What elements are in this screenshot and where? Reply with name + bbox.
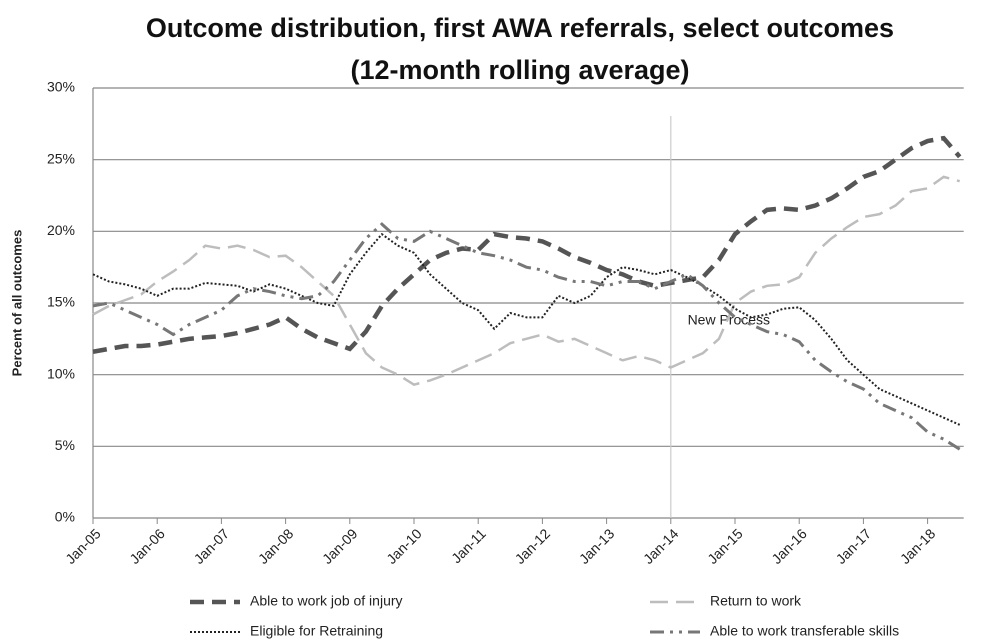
x-tick-label: Jan-18 <box>897 525 939 567</box>
x-tick-label: Jan-06 <box>126 525 168 567</box>
legend-label: Able to work job of injury <box>250 593 403 609</box>
x-tick-label: Jan-15 <box>704 525 746 567</box>
y-axis-label: Percent of all outcomes <box>9 230 24 377</box>
y-tick-label: 15% <box>47 294 75 310</box>
x-tick-label: Jan-09 <box>319 525 361 567</box>
x-tick-label: Jan-16 <box>768 525 810 567</box>
legend-label: Return to work <box>710 593 802 609</box>
x-tick-label: Jan-07 <box>191 525 233 567</box>
x-tick-label: Jan-10 <box>383 525 425 567</box>
x-tick-label: Jan-13 <box>576 525 618 567</box>
y-tick-label: 30% <box>47 79 75 95</box>
y-tick-label: 25% <box>47 150 75 166</box>
x-tick-label: Jan-11 <box>448 525 489 566</box>
y-tick-label: 0% <box>55 509 75 525</box>
x-tick-label: Jan-05 <box>62 525 104 567</box>
y-tick-label: 10% <box>47 365 75 381</box>
series-line <box>92 175 961 387</box>
y-tick-label: 20% <box>47 222 75 238</box>
x-tick-label: Jan-17 <box>833 525 875 567</box>
y-tick-label: 5% <box>55 437 75 453</box>
series-line <box>92 135 962 354</box>
chart-title: Outcome distribution, first AWA referral… <box>146 13 894 43</box>
series-line <box>92 222 961 451</box>
legend-label: Eligible for Retraining <box>250 623 383 639</box>
x-tick-label: Jan-12 <box>512 525 554 567</box>
x-tick-label: Jan-08 <box>255 525 297 567</box>
series-line <box>92 232 961 426</box>
x-tick-label: Jan-14 <box>640 525 682 567</box>
chart-subtitle: (12-month rolling average) <box>350 55 689 85</box>
legend-label: Able to work transferable skills <box>710 623 899 639</box>
